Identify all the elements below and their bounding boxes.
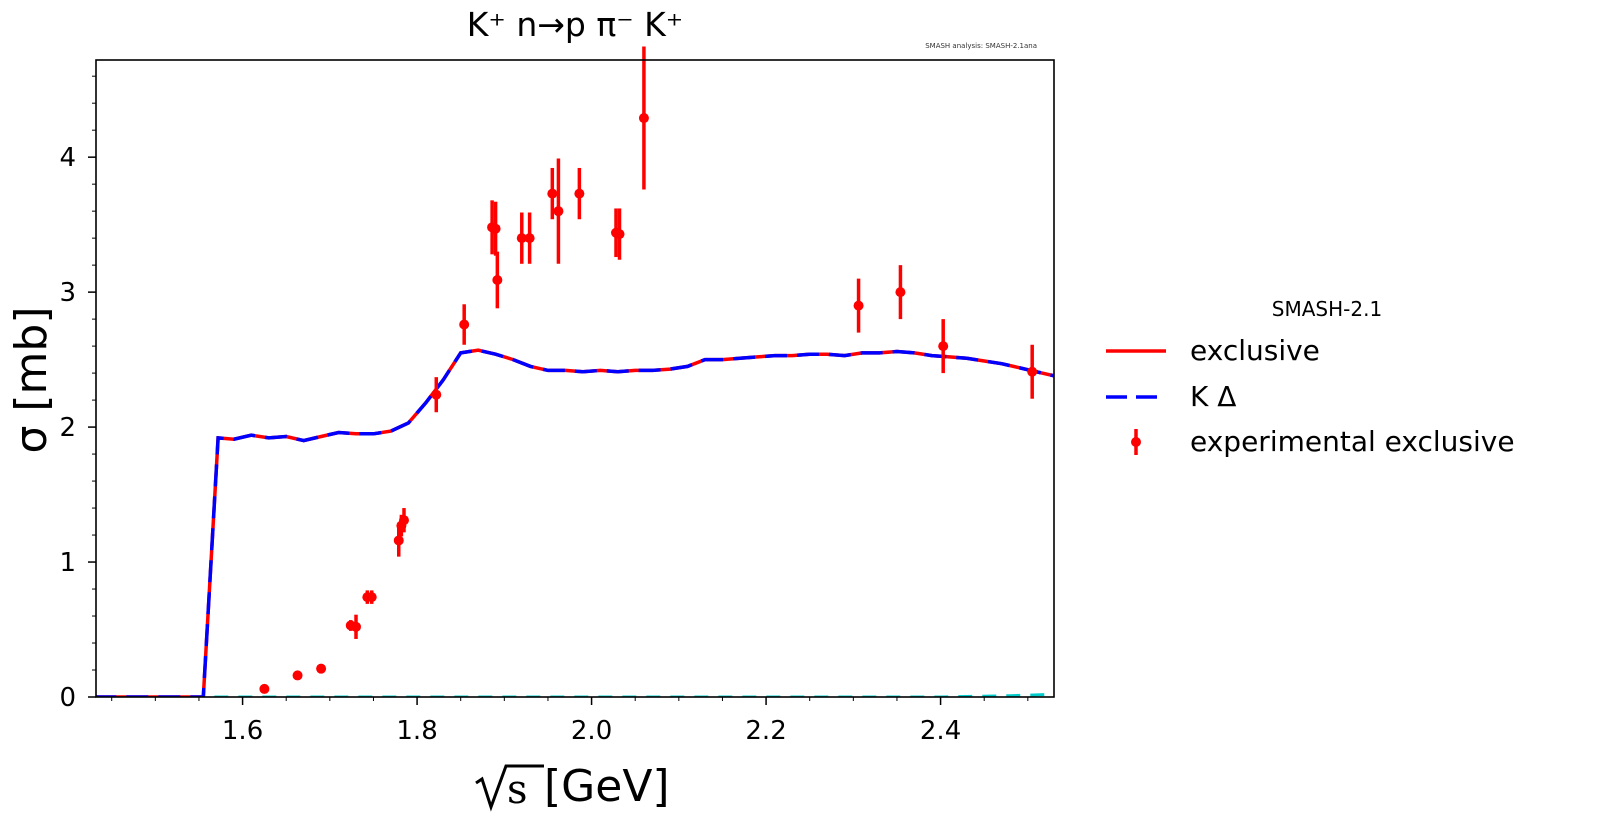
data-point-11 [459, 319, 470, 330]
data-point-13 [490, 223, 501, 234]
data-point-9 [398, 515, 409, 526]
watermark-text: SMASH analysis: SMASH-2.1ana [925, 42, 1037, 50]
x-axis-label-symbol: s [507, 767, 528, 813]
plot-background [96, 60, 1054, 697]
curves-layer [96, 348, 1054, 697]
x-tick-label: 1.6 [222, 716, 263, 746]
x-tick-label: 2.4 [920, 716, 961, 746]
data-point-25 [938, 341, 949, 352]
sqrt-icon [475, 764, 544, 812]
data-point-0 [259, 683, 270, 694]
legend-label-exclusive: exclusive [1190, 334, 1320, 367]
legend-label-k-delta: K Δ [1190, 380, 1236, 413]
plot-frame [95, 59, 1055, 698]
y-axis-ticks: 0 1 2 3 4 [59, 75, 96, 713]
chart-title: K⁺ n→p π⁻ K⁺ [467, 5, 683, 44]
data-point-19 [574, 188, 585, 199]
data-point-7 [393, 535, 404, 546]
data-point-6 [366, 592, 377, 603]
experimental-points-layer [259, 46, 1038, 694]
data-point-16 [524, 233, 535, 244]
data-point-24 [895, 287, 906, 298]
data-point-10 [431, 389, 442, 400]
data-point-4 [351, 621, 362, 632]
legend-swatch-experimental-marker [1131, 437, 1141, 447]
series-line-k- [96, 348, 1054, 697]
data-point-1 [292, 670, 303, 681]
x-axis-label: s [GeV] [475, 761, 670, 813]
data-point-17 [547, 188, 558, 199]
legend-title: SMASH-2.1 [1272, 297, 1382, 321]
x-tick-label: 2.0 [571, 716, 612, 746]
data-point-15 [516, 233, 527, 244]
legend: SMASH-2.1 exclusive K Δ experimental exc… [1106, 297, 1515, 458]
data-point-2 [316, 663, 327, 674]
y-tick-label: 1 [59, 548, 76, 578]
data-point-21 [614, 229, 625, 240]
data-point-23 [853, 300, 864, 311]
y-tick-label: 3 [59, 278, 76, 308]
legend-label-experimental: experimental exclusive [1190, 425, 1515, 458]
y-axis-label: σ [mb] [6, 307, 57, 454]
data-point-26 [1027, 366, 1038, 377]
y-tick-label: 4 [59, 143, 76, 173]
x-tick-label: 1.8 [396, 716, 437, 746]
x-tick-label: 2.2 [745, 716, 786, 746]
x-axis-label-unit: [GeV] [544, 761, 670, 812]
y-tick-label: 2 [59, 413, 76, 443]
y-tick-label: 0 [59, 683, 76, 713]
data-point-14 [492, 274, 503, 285]
data-point-18 [553, 206, 564, 217]
x-axis-ticks: 1.6 1.8 2.0 2.2 2.4 [111, 697, 1029, 746]
data-point-22 [638, 113, 649, 124]
